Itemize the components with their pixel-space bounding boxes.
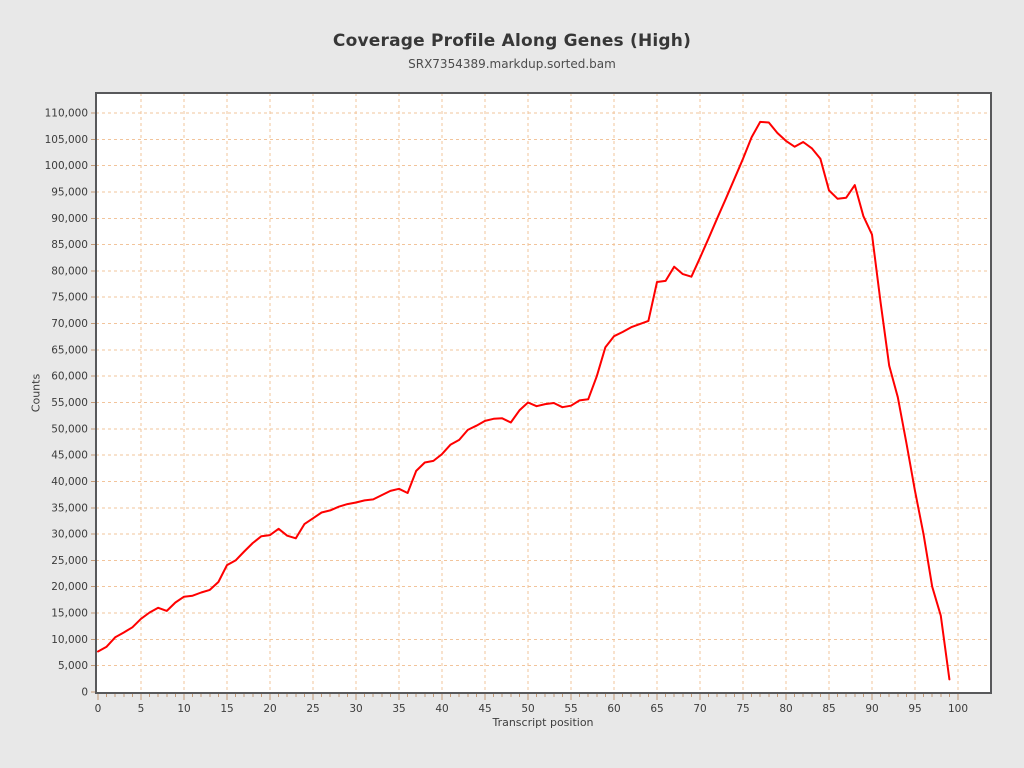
tick-label: 70 bbox=[693, 703, 706, 715]
tick-label: 5,000 bbox=[58, 660, 88, 672]
tick-label: 0 bbox=[81, 687, 88, 699]
tick-label: 45 bbox=[478, 703, 491, 715]
tick-label: 80,000 bbox=[51, 265, 88, 277]
tick-label: 95,000 bbox=[51, 186, 88, 198]
tick-label: 30 bbox=[349, 703, 362, 715]
tick-label: 80 bbox=[779, 703, 792, 715]
tick-label: 0 bbox=[95, 703, 102, 715]
tick-label: 60 bbox=[607, 703, 620, 715]
y-axis-title: Counts bbox=[29, 373, 43, 413]
tick-label: 45,000 bbox=[51, 450, 88, 462]
tick-label: 95 bbox=[908, 703, 921, 715]
tick-label: 40 bbox=[435, 703, 448, 715]
coverage-series-line bbox=[97, 120, 951, 681]
tick-label: 25,000 bbox=[51, 555, 88, 567]
tick-label: 100,000 bbox=[45, 160, 88, 172]
tick-label: 70,000 bbox=[51, 318, 88, 330]
tick-label: 90 bbox=[865, 703, 878, 715]
y-axis-ticks bbox=[91, 112, 95, 693]
tick-label: 50,000 bbox=[51, 423, 88, 435]
x-axis-ticks bbox=[97, 694, 959, 700]
tick-label: 10,000 bbox=[51, 634, 88, 646]
x-axis-title: Transcript position bbox=[492, 716, 594, 729]
tick-label: 75,000 bbox=[51, 292, 88, 304]
x-tick-labels: 0 5 10 15 20 25 30 35 40 45 50 55 60 65 70 75 80 85 90 95 10… bbox=[95, 703, 968, 715]
tick-label: 15,000 bbox=[51, 608, 88, 620]
tick-label: 65,000 bbox=[51, 344, 88, 356]
tick-label: 100 bbox=[948, 703, 968, 715]
tick-label: 55 bbox=[564, 703, 577, 715]
tick-label: 60,000 bbox=[51, 371, 88, 383]
tick-label: 10 bbox=[177, 703, 190, 715]
chart-title: Coverage Profile Along Genes (High) bbox=[332, 31, 692, 51]
tick-label: 110,000 bbox=[45, 108, 88, 120]
tick-label: 30,000 bbox=[51, 529, 88, 541]
y-tick-labels: 0 5,000 10,000 15,000 20,000 25,000 30,000 35,0… bbox=[45, 108, 88, 699]
tick-label: 55,000 bbox=[51, 397, 88, 409]
tick-label: 40,000 bbox=[51, 476, 88, 488]
tick-label: 15 bbox=[220, 703, 233, 715]
tick-label: 25 bbox=[306, 703, 319, 715]
tick-label: 35 bbox=[392, 703, 405, 715]
tick-label: 65 bbox=[650, 703, 663, 715]
plot-area bbox=[96, 93, 991, 693]
chart-subtitle: SRX7354389.markdup.sorted.bam bbox=[408, 57, 616, 71]
tick-label: 85 bbox=[822, 703, 835, 715]
tick-label: 35,000 bbox=[51, 502, 88, 514]
plot-frame bbox=[95, 92, 992, 694]
gridlines bbox=[96, 93, 991, 693]
tick-label: 20 bbox=[263, 703, 276, 715]
tick-label: 85,000 bbox=[51, 239, 88, 251]
tick-label: 5 bbox=[138, 703, 145, 715]
tick-label: 105,000 bbox=[45, 134, 88, 146]
tick-label: 90,000 bbox=[51, 213, 88, 225]
tick-label: 50 bbox=[521, 703, 534, 715]
tick-label: 75 bbox=[736, 703, 749, 715]
tick-label: 20,000 bbox=[51, 581, 88, 593]
